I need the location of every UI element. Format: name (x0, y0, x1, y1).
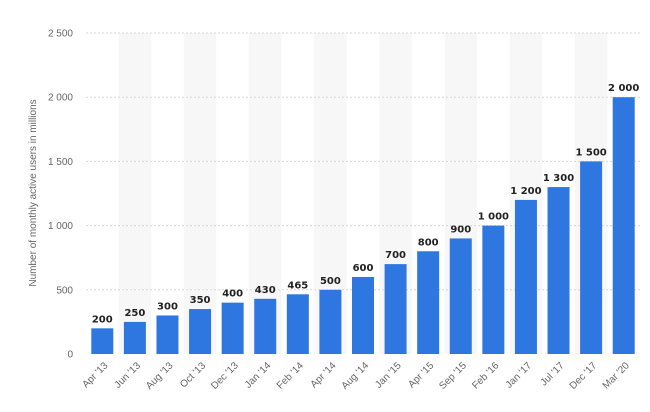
data-label: 350 (190, 295, 211, 306)
bar (156, 315, 179, 354)
data-label: 1 500 (575, 147, 606, 158)
data-label: 500 (320, 276, 341, 287)
bar (123, 321, 146, 354)
bar (384, 264, 407, 354)
bar (352, 276, 374, 354)
y-tick-label: 2 500 (48, 29, 73, 40)
bars (91, 97, 635, 354)
background-stripe (118, 33, 152, 354)
y-axis-label: Number of monthly active users in millio… (28, 99, 39, 286)
data-label: 800 (418, 237, 439, 248)
x-tick-label: Apr '15 (406, 360, 436, 390)
data-label: 200 (92, 314, 113, 325)
x-tick-label: Apr '14 (309, 360, 339, 390)
bar (514, 199, 537, 354)
x-tick-label: Feb '14 (275, 360, 306, 391)
data-label: 1 000 (478, 212, 509, 223)
x-tick-label: Dec '17 (568, 360, 600, 392)
data-label: 250 (124, 308, 145, 319)
data-label: 600 (353, 263, 374, 274)
x-tick-label: Sep '15 (437, 360, 469, 392)
y-tick-label: 0 (67, 350, 73, 361)
y-tick-label: 2 000 (48, 93, 73, 104)
bar (254, 298, 277, 354)
x-axis-ticks: Apr '13 Jun '13 Aug '13 Oct '13 Dec '13 Jan '… (80, 360, 632, 392)
x-tick-label: Jan '17 (504, 360, 535, 391)
data-label: 430 (255, 285, 276, 296)
bar (612, 97, 635, 354)
bar (482, 225, 505, 354)
data-label: 900 (450, 224, 471, 235)
x-tick-label: Mar '20 (601, 360, 632, 391)
data-labels: 200 250 300 350 400 430 465 500 600 700 800 900 1 00… (92, 83, 640, 325)
data-label: 1 200 (510, 186, 541, 197)
y-axis-ticks: 0 500 1 000 1 500 2 000 2 500 (48, 29, 73, 361)
y-tick-label: 1 000 (48, 221, 73, 232)
bar (221, 302, 244, 354)
x-tick-label: Feb '16 (470, 360, 501, 391)
x-tick-label: Jan '14 (243, 360, 274, 391)
data-label: 1 300 (543, 173, 574, 184)
bar (580, 161, 603, 354)
bar (449, 238, 472, 354)
bar (417, 251, 440, 354)
bar (319, 289, 342, 354)
x-tick-label: Oct '13 (178, 360, 208, 390)
data-label: 700 (385, 250, 406, 261)
background-stripe (183, 33, 217, 354)
x-tick-label: Jun '13 (113, 360, 144, 391)
x-tick-label: Dec '13 (209, 360, 241, 392)
bar (547, 187, 570, 354)
data-label: 300 (157, 301, 178, 312)
data-label: 465 (287, 280, 308, 291)
x-tick-label: Jul '17 (539, 360, 567, 388)
bar (91, 328, 114, 354)
x-tick-label: Apr '13 (80, 360, 110, 390)
y-tick-label: 1 500 (48, 157, 73, 168)
y-tick-label: 500 (56, 285, 73, 296)
bar (189, 309, 212, 354)
data-label: 2 000 (608, 83, 639, 94)
bar (286, 294, 309, 354)
x-tick-label: Aug '14 (340, 360, 372, 392)
data-label: 400 (222, 289, 243, 300)
x-tick-label: Aug '13 (144, 360, 176, 392)
x-tick-label: Jan '15 (373, 360, 404, 391)
